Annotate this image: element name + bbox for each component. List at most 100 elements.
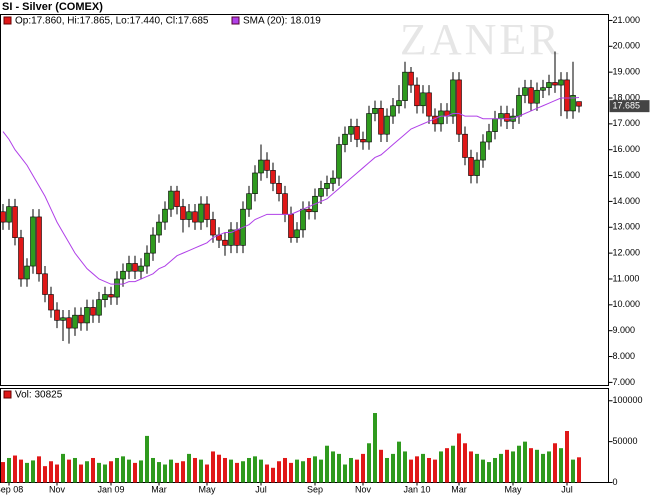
volume-bar (229, 459, 233, 483)
candle-body (168, 190, 174, 210)
volume-bar (319, 459, 323, 483)
volume-bar (289, 462, 293, 483)
volume-bar (451, 445, 455, 483)
candle-body (66, 317, 72, 329)
volume-bar (103, 464, 107, 483)
volume-bar (49, 461, 53, 483)
x-tick-label: Jul (255, 484, 267, 494)
volume-bar (313, 456, 317, 483)
volume-bar (541, 453, 545, 483)
volume-swatch (3, 390, 12, 399)
candle-body (294, 229, 300, 238)
candle-body (360, 139, 366, 143)
y-tick-label: 8.000 (613, 351, 636, 361)
candle-body (462, 133, 468, 158)
volume-bar (223, 457, 227, 483)
volume-bar (475, 453, 479, 483)
candle-body (222, 239, 228, 246)
candle-body (522, 87, 528, 96)
candle-body (546, 82, 552, 88)
candle-body (162, 208, 168, 223)
y-tick-label: 20.000 (613, 41, 641, 51)
volume-bar (277, 461, 281, 483)
candle-body (390, 105, 396, 117)
candle-body (348, 126, 354, 135)
y-tick-label: 19.000 (613, 67, 641, 77)
candle-body (252, 172, 258, 194)
candle-body (396, 100, 402, 107)
volume-bar (19, 459, 23, 483)
volume-bar (121, 456, 125, 483)
candle-body (330, 177, 336, 184)
volume-bar (517, 445, 521, 483)
volume-bar (505, 449, 509, 483)
volume-bar (133, 462, 137, 483)
volume-bar (253, 456, 257, 483)
candle-body (534, 89, 540, 104)
volume-bar (409, 459, 413, 483)
candle-body (552, 82, 558, 86)
volume-bar (85, 461, 89, 483)
volume-bar (1, 462, 5, 483)
candle-body (12, 206, 18, 238)
volume-bar (241, 461, 245, 483)
y-tick-label: 15.000 (613, 170, 641, 180)
candle-body (570, 95, 576, 112)
watermark: ZANER (400, 15, 562, 64)
volume-bar (13, 455, 17, 483)
volume-legend: Vol: 30825 (15, 390, 63, 401)
volume-bar (271, 467, 275, 483)
volume-bar (463, 443, 467, 483)
volume-bar (565, 431, 569, 483)
candle-body (426, 92, 432, 117)
volume-bar (217, 454, 221, 483)
volume-bar (547, 451, 551, 483)
volume-bar (367, 443, 371, 483)
volume-bar (151, 457, 155, 483)
candle-body (564, 79, 570, 112)
x-tick-label: Jan 09 (97, 484, 124, 494)
candle-body (186, 211, 192, 220)
x-tick-label: May (198, 484, 216, 494)
volume-bar (193, 457, 197, 483)
ohlc-swatch (3, 16, 12, 25)
volume-bar (535, 449, 539, 483)
volume-bar (283, 457, 287, 483)
candle-body (270, 170, 276, 184)
sma-line (2, 97, 580, 285)
y-tick-label: 10.000 (613, 299, 641, 309)
candle-body (492, 118, 498, 132)
price-panel (0, 14, 609, 386)
volume-bar (385, 457, 389, 483)
volume-bar (553, 443, 557, 483)
volume-bar (187, 453, 191, 483)
volume-bar (397, 441, 401, 483)
candle-body (354, 126, 360, 140)
candle-body (156, 221, 162, 236)
x-tick-label: Jan 10 (403, 484, 430, 494)
volume-bar (523, 441, 527, 483)
volume-bar (295, 459, 299, 483)
volume-bar (55, 464, 59, 483)
volume-bar (79, 464, 83, 483)
candle-body (234, 229, 240, 246)
candle-body (450, 79, 456, 117)
candle-body (378, 108, 384, 135)
candle-body (144, 252, 150, 267)
candle-body (276, 183, 282, 194)
volume-bar (343, 464, 347, 483)
volume-bar (163, 464, 167, 483)
volume-bar (67, 459, 71, 483)
candle-body (24, 265, 30, 280)
volume-bar (571, 459, 575, 483)
candle-body (318, 188, 324, 197)
volume-bar (499, 453, 503, 483)
candle-body (384, 115, 390, 135)
volume-bar (37, 456, 41, 483)
candle-body (48, 294, 54, 311)
volume-bar (61, 453, 65, 483)
candle-body (528, 87, 534, 104)
volume-bar (73, 457, 77, 483)
